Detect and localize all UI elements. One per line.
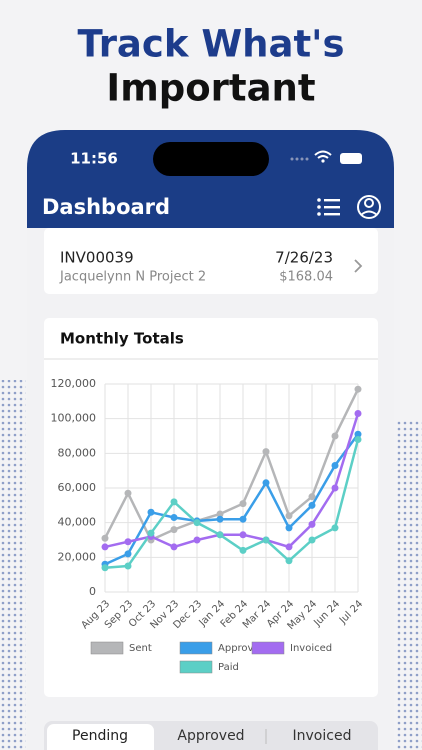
dot-pattern (396, 420, 422, 750)
data-point (124, 489, 132, 497)
data-point (354, 409, 362, 417)
y-tick-label: 20,000 (58, 550, 97, 563)
legend-label: Paid (218, 662, 239, 673)
data-point (308, 536, 316, 544)
dot-pattern (0, 380, 26, 750)
series-line (104, 439, 360, 569)
data-point (331, 524, 339, 532)
y-tick-label: 40,000 (58, 516, 97, 529)
data-point (216, 510, 224, 518)
tab[interactable]: Invoiced (293, 728, 352, 744)
data-point (193, 536, 201, 544)
data-point (308, 520, 316, 528)
y-tick-label: 80,000 (58, 446, 97, 459)
data-point (308, 501, 316, 509)
legend-swatch (179, 641, 213, 655)
data-point (308, 493, 316, 501)
app-title: Dashboard (42, 195, 170, 219)
data-point (262, 479, 270, 487)
data-point (193, 519, 201, 527)
tab[interactable]: Approved (177, 728, 244, 744)
legend-label: Invoiced (290, 643, 332, 654)
data-point (170, 543, 178, 551)
profile-icon[interactable] (357, 195, 381, 219)
app-header (27, 130, 394, 228)
data-point (216, 531, 224, 539)
y-tick-label: 60,000 (58, 481, 97, 494)
legend-label: Approved (218, 643, 266, 654)
data-point (216, 515, 224, 523)
data-point (239, 546, 247, 554)
wifi-icon (314, 150, 332, 159)
y-tick-label: 0 (89, 585, 96, 598)
data-point (331, 484, 339, 492)
data-point (354, 385, 362, 393)
chart-card (44, 318, 378, 697)
data-point (101, 534, 109, 542)
data-point (170, 526, 178, 534)
invoice-amount: $168.04 (279, 270, 333, 285)
selected-tab (47, 724, 154, 750)
data-point (285, 524, 293, 532)
data-point (124, 538, 132, 546)
data-point (147, 508, 155, 516)
data-point (170, 498, 178, 506)
data-point (101, 564, 109, 572)
data-point (354, 430, 362, 438)
data-point (285, 512, 293, 520)
data-point (170, 513, 178, 521)
data-point (239, 500, 247, 508)
battery-icon (340, 153, 362, 164)
invoice-card[interactable] (44, 228, 378, 294)
y-tick-label: 120,000 (51, 377, 97, 390)
data-point (239, 515, 247, 523)
legend-swatch (251, 641, 285, 655)
chart: 0 20,000 40,000 60,000 80,000 100,000 120,000 A… (51, 377, 365, 674)
data-point (124, 562, 132, 570)
list-icon[interactable] (317, 198, 340, 216)
data-point (331, 432, 339, 440)
series-line (103, 388, 360, 542)
data-point (124, 550, 132, 558)
chevron (354, 259, 363, 273)
y-tick-label: 100,000 (51, 412, 97, 425)
invoice-project: Jacquelynn N Project 2 (59, 270, 206, 285)
dynamic-island (153, 142, 269, 176)
data-point (262, 448, 270, 456)
data-point (239, 531, 247, 539)
heading-line2: Important (106, 67, 315, 110)
heading-line1: Track What's (78, 23, 345, 66)
signal-icon (290, 157, 309, 161)
data-point (354, 435, 362, 443)
data-point (331, 461, 339, 469)
legend-swatch (179, 660, 213, 674)
data-point (101, 543, 109, 551)
chart-title: Monthly Totals (60, 330, 184, 348)
data-point (285, 557, 293, 565)
data-point (147, 529, 155, 537)
data-point (262, 536, 270, 544)
data-point (285, 543, 293, 551)
series-line (104, 433, 360, 566)
wifi-icon (321, 159, 325, 163)
legend-swatch (90, 641, 124, 655)
tab[interactable]: Pending (72, 728, 128, 744)
legend-label: Sent (129, 643, 152, 654)
invoice-number: INV00039 (60, 249, 134, 267)
status-time: 11:56 (70, 150, 118, 168)
invoice-date: 7/26/23 (275, 249, 333, 267)
